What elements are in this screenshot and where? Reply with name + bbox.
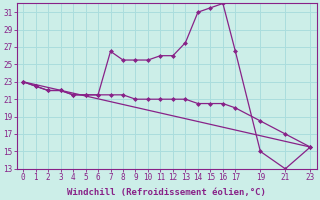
X-axis label: Windchill (Refroidissement éolien,°C): Windchill (Refroidissement éolien,°C) xyxy=(67,188,266,197)
